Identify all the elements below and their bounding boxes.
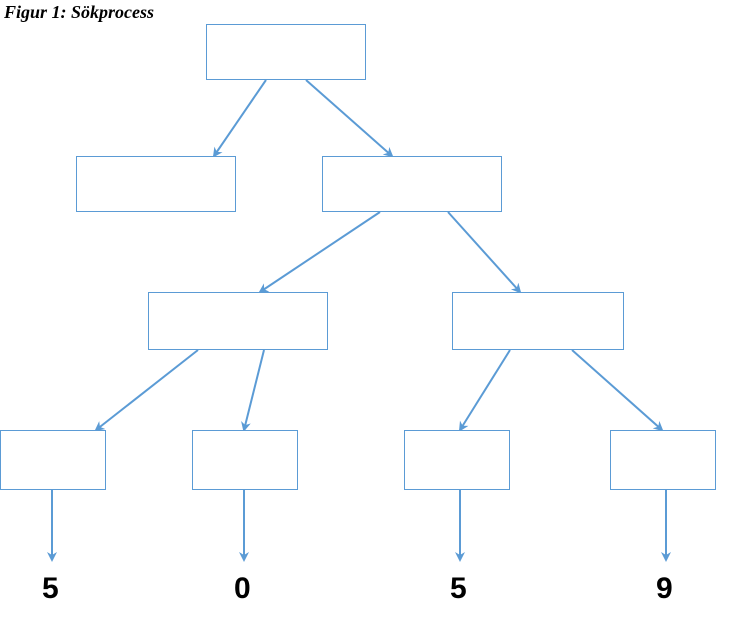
leaf-value: 0 — [234, 572, 251, 606]
tree-node — [76, 156, 236, 212]
tree-edge — [448, 212, 520, 292]
tree-node — [404, 430, 510, 490]
tree-edge — [260, 212, 380, 292]
tree-node — [0, 430, 106, 490]
tree-edge — [214, 80, 266, 156]
leaf-value: 5 — [450, 572, 467, 606]
tree-node — [322, 156, 502, 212]
leaf-value: 5 — [42, 572, 59, 606]
tree-edge — [244, 350, 264, 430]
tree-edge — [306, 80, 392, 156]
figure-caption: Figur 1: Sökprocess — [4, 2, 154, 23]
tree-edge — [572, 350, 662, 430]
tree-node — [206, 24, 366, 80]
tree-node — [148, 292, 328, 350]
tree-node — [192, 430, 298, 490]
tree-node — [610, 430, 716, 490]
tree-node — [452, 292, 624, 350]
tree-edges — [0, 0, 744, 632]
leaf-value: 9 — [656, 572, 673, 606]
tree-edge — [460, 350, 510, 430]
tree-edge — [96, 350, 198, 430]
